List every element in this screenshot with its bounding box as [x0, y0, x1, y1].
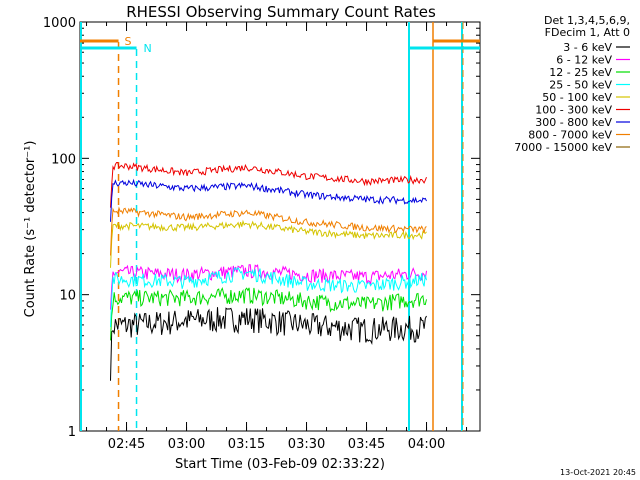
series-line-25-50-kev: [110, 266, 427, 328]
y-axis-label: Count Rate (s⁻¹ detector⁻¹): [23, 141, 38, 318]
x-tick-label: 02:45: [108, 437, 145, 452]
legend-entry-label: 6 - 12 keV: [556, 54, 612, 67]
legend-entry-label: 7000 - 15000 keV: [514, 141, 612, 154]
y-tick-label: 10: [59, 289, 76, 304]
legend-entry-label: 800 - 7000 keV: [528, 129, 612, 142]
series-layer: [110, 162, 427, 381]
legend-entry-label: 3 - 6 keV: [563, 41, 612, 54]
legend-entry-label: 50 - 100 keV: [542, 91, 612, 104]
chart-title: RHESSI Observing Summary Count Rates: [126, 3, 436, 21]
legend-header-line: Det 1,3,4,5,6,9,: [544, 14, 630, 27]
x-tick-label: 03:30: [288, 437, 325, 452]
series-line-12-25-kev: [110, 287, 427, 341]
saa-flag-label: S: [125, 35, 132, 48]
series-line-50-100-kev: [110, 219, 427, 268]
series-line-3-6-kev: [110, 307, 427, 381]
legend-entry-label: 12 - 25 keV: [549, 66, 612, 79]
x-tick-label: 03:00: [168, 437, 205, 452]
series-line-100-300-kev: [110, 162, 427, 208]
legend-entry-label: 300 - 800 keV: [535, 116, 612, 129]
legend-header-line: FDecim 1, Att 0: [545, 26, 630, 39]
x-tick-label: 03:15: [228, 437, 265, 452]
y-tick-label: 1000: [43, 16, 76, 31]
y-tick-label: 1: [68, 425, 76, 440]
legend: Det 1,3,4,5,6,9,FDecim 1, Att 0 3 - 6 keV…: [514, 14, 630, 154]
x-tick-label: 04:00: [408, 437, 445, 452]
series-line-800-7000-kev: [110, 206, 427, 256]
legend-entry-label: 100 - 300 keV: [535, 104, 612, 117]
x-axis-label: Start Time (03-Feb-09 02:33:22): [175, 457, 385, 472]
plot-axes: 1 10 100 1000 02:45 03:00 03:15 03:30 03:45 04:00: [43, 16, 481, 452]
plot-timestamp: 13-Oct-2021 20:45: [560, 468, 636, 477]
x-tick-label: 03:45: [348, 437, 385, 452]
night-flag-label: N: [144, 42, 152, 55]
series-line-300-800-kev: [110, 178, 427, 222]
legend-entry-label: 25 - 50 keV: [549, 79, 612, 92]
y-tick-label: 100: [51, 152, 76, 167]
